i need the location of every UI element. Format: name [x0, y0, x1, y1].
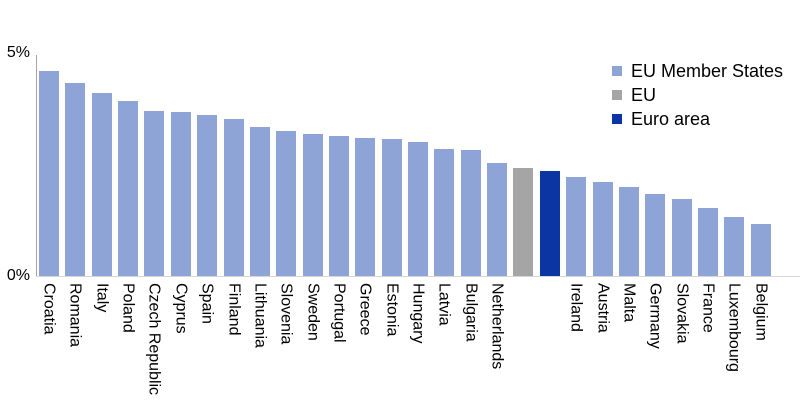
- x-label-slovakia: Slovakia: [673, 283, 691, 344]
- x-label-finland: Finland: [225, 283, 243, 336]
- x-label-poland: Poland: [119, 283, 137, 333]
- bars-row: Croatia Romania Italy Poland Czech Republic C…: [39, 55, 771, 395]
- bar-romania: [65, 82, 86, 276]
- bar-col-cyprus: Cyprus: [170, 55, 191, 334]
- bar-sweden: [302, 134, 323, 276]
- bar-netherlands: [487, 162, 508, 276]
- bar-col-euro-area: [539, 55, 560, 276]
- bar-col-croatia: Croatia: [39, 55, 59, 335]
- legend-label-eu-member-states: EU Member States: [631, 61, 784, 81]
- bar-hungary: [408, 141, 429, 276]
- bar-germany: [645, 194, 666, 276]
- bar-portugal: [328, 136, 349, 276]
- x-label-czech-republic: Czech Republic: [145, 283, 163, 396]
- x-label-estonia: Estonia: [383, 283, 401, 337]
- x-label-austria: Austria: [594, 283, 612, 333]
- bar-col-czech-republic: Czech Republic: [144, 55, 165, 395]
- x-label-france: France: [699, 283, 717, 333]
- x-label-cyprus: Cyprus: [172, 283, 190, 334]
- x-label-italy: Italy: [93, 283, 111, 313]
- x-label-sweden: Sweden: [304, 283, 322, 341]
- bar-col-ireland: Ireland: [566, 55, 587, 332]
- bar-col-belgium: Belgium: [750, 55, 771, 341]
- bar-col-germany: Germany: [645, 55, 666, 349]
- bar-croatia: [39, 70, 59, 276]
- bar-eu: [513, 168, 534, 276]
- bar-col-malta: Malta: [618, 55, 639, 322]
- bar-col-eu: [513, 55, 534, 276]
- x-label-croatia: Croatia: [40, 283, 58, 335]
- x-label-belgium: Belgium: [752, 283, 770, 341]
- x-label-portugal: Portugal: [330, 283, 348, 343]
- bar-col-italy: Italy: [91, 55, 112, 312]
- x-label-latvia: Latvia: [435, 283, 453, 326]
- x-label-spain: Spain: [198, 283, 216, 324]
- legend: EU Member States EU Euro area: [612, 61, 783, 129]
- bar-col-latvia: Latvia: [434, 55, 455, 326]
- x-label-greece: Greece: [356, 283, 374, 336]
- legend-label-euro-area: Euro area: [631, 109, 711, 129]
- bar-euro-area: [539, 170, 560, 276]
- legend-swatch-eu: [612, 90, 622, 100]
- bar-col-austria: Austria: [592, 55, 613, 333]
- x-label-slovenia: Slovenia: [277, 283, 295, 345]
- y-axis-tick-0: 0%: [6, 267, 30, 284]
- x-axis-baseline: [36, 276, 800, 277]
- bar-col-netherlands: Netherlands: [487, 55, 508, 369]
- bar-greece: [355, 138, 376, 276]
- bar-col-slovakia: Slovakia: [671, 55, 692, 343]
- bar-col-estonia: Estonia: [381, 55, 402, 336]
- x-label-luxembourg: Luxembourg: [725, 283, 743, 372]
- bar-poland: [118, 101, 139, 276]
- legend-swatch-euro-area: [612, 114, 622, 124]
- bar-col-spain: Spain: [197, 55, 218, 324]
- x-label-bulgaria: Bulgaria: [462, 283, 480, 342]
- y-axis-line: [36, 55, 37, 276]
- legend-swatch-eu-member-states: [612, 66, 622, 76]
- bar-col-hungary: Hungary: [408, 55, 429, 343]
- bar-austria: [592, 181, 613, 276]
- bar-ireland: [566, 176, 587, 276]
- bar-czech-republic: [144, 110, 165, 276]
- bar-col-slovenia: Slovenia: [276, 55, 297, 344]
- x-label-germany: Germany: [646, 283, 664, 349]
- legend-item-eu: EU: [612, 85, 783, 105]
- bar-col-poland: Poland: [118, 55, 139, 333]
- bar-finland: [223, 119, 244, 276]
- bar-cyprus: [170, 111, 191, 276]
- bar-slovakia: [671, 199, 692, 276]
- x-label-netherlands: Netherlands: [488, 283, 506, 370]
- bar-col-bulgaria: Bulgaria: [460, 55, 481, 342]
- x-label-malta: Malta: [620, 283, 638, 323]
- bar-col-france: France: [697, 55, 718, 333]
- bar-france: [697, 208, 718, 276]
- x-label-romania: Romania: [66, 283, 84, 348]
- bar-latvia: [434, 149, 455, 276]
- y-axis-tick-5: 5%: [6, 44, 30, 61]
- bar-malta: [618, 187, 639, 276]
- legend-item-eu-member-states: EU Member States: [612, 61, 783, 81]
- x-label-hungary: Hungary: [409, 283, 427, 344]
- bar-slovenia: [276, 130, 297, 276]
- bar-col-finland: Finland: [223, 55, 244, 335]
- x-label-lithuania: Lithuania: [251, 283, 269, 348]
- bar-col-greece: Greece: [355, 55, 376, 335]
- bar-col-portugal: Portugal: [328, 55, 349, 343]
- legend-item-euro-area: Euro area: [612, 109, 783, 129]
- bar-estonia: [381, 138, 402, 276]
- bar-col-luxembourg: Luxembourg: [724, 55, 745, 372]
- bar-bulgaria: [460, 150, 481, 276]
- bar-italy: [91, 93, 112, 276]
- legend-label-eu: EU: [631, 85, 657, 105]
- bar-spain: [197, 115, 218, 276]
- bar-belgium: [750, 224, 771, 276]
- bar-col-lithuania: Lithuania: [249, 55, 270, 348]
- bar-luxembourg: [724, 216, 745, 276]
- bar-col-romania: Romania: [65, 55, 86, 347]
- bar-col-sweden: Sweden: [302, 55, 323, 341]
- x-label-ireland: Ireland: [567, 283, 585, 332]
- bar-lithuania: [249, 127, 270, 276]
